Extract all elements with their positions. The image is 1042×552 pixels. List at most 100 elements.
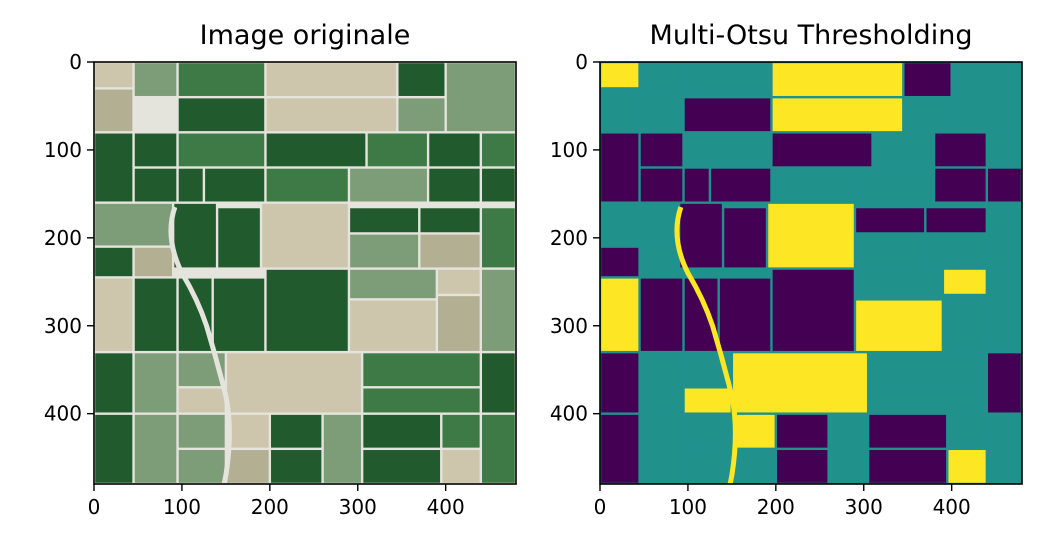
field-patch [178,168,203,202]
field-patch [95,203,172,246]
y-tick-label: 200 [44,226,82,250]
field-patch [640,247,678,277]
panel-title: Image originale [200,20,411,51]
panel-title: Multi-Otsu Thresholding [650,20,973,51]
field-patch [772,269,854,351]
field-patch [856,208,925,233]
field-patch [640,414,683,483]
field-patch [952,63,1021,132]
field-patch [95,353,133,413]
field-patch [178,388,225,413]
field-patch [684,63,771,96]
field-patch [363,450,441,483]
field-patch [266,269,348,351]
field-patch [724,208,766,268]
field-patch [429,133,480,167]
field-patch [772,168,854,202]
field-patch [134,278,177,351]
field-patch [601,247,639,277]
field-patch [873,133,933,167]
field-patch [733,353,867,413]
field-patch [856,234,925,268]
field-patch [95,414,133,483]
field-patch [266,98,397,132]
axes-frame [599,61,1023,485]
field-patch [134,247,172,277]
x-tick-label: 200 [251,495,289,519]
field-patch [926,208,986,233]
field-patch [640,133,683,167]
field-patch [266,168,348,202]
image-area [600,62,1022,484]
field-patch [420,208,480,233]
field-patch [350,234,419,268]
field-patch [869,450,947,483]
field-patch [442,450,480,483]
field-patch [134,168,177,202]
field-patch [446,63,515,132]
field-patch [438,269,480,294]
axes-frame [93,61,517,485]
field-patch [178,133,265,167]
field-patch [134,353,177,413]
field-patch [350,208,419,233]
field-patch [227,450,269,483]
field-patch [768,203,854,268]
y-tick-label: 400 [44,402,82,426]
field-patch [944,269,986,294]
x-tick-label: 300 [339,495,377,519]
field-patch [948,414,986,448]
field-patch [134,414,177,483]
y-tick-label: 400 [550,402,588,426]
field-patch [398,63,445,96]
field-patch [948,450,986,483]
y-tick-label: 200 [550,226,588,250]
field-patch [271,450,322,483]
y-tick-label: 300 [44,314,82,338]
field-patch [178,63,265,96]
field-patch [363,388,480,413]
field-patch [719,278,771,351]
field-patch [482,168,515,202]
field-patch [684,278,718,351]
field-patch [442,414,480,448]
field-patch [904,63,951,96]
x-tick-label: 400 [427,495,465,519]
field-patch [684,414,731,448]
y-tick-label: 100 [44,138,82,162]
field-patch [482,208,515,268]
road [674,206,738,484]
field-patch [772,133,872,167]
field-patch [95,133,133,202]
field-patch [640,63,683,96]
field-patch [438,296,480,351]
y-tick-label: 0 [575,50,588,74]
field-patch [266,63,397,96]
field-patch [205,168,265,202]
field-patch [134,63,177,96]
panel-original: 0 100 200 300 400 0 100 200 300 400 Image original… [44,20,517,519]
field-patch [684,388,731,413]
field-patch [95,278,133,351]
field-patch [829,414,867,483]
field-patch [350,300,436,351]
x-tick-label: 100 [669,495,707,519]
field-patch [227,353,361,413]
field-patch [856,168,933,202]
field-patch [601,203,678,246]
field-patch [601,133,639,202]
field-patch [640,353,683,413]
field-patch [218,208,260,268]
field-patch [482,353,515,413]
field-patch [174,203,216,268]
field-patch [262,203,348,268]
field-patch [777,450,828,483]
x-tick-label: 100 [163,495,201,519]
field-patch [601,414,639,483]
field-patch [684,168,709,202]
field-patch [95,63,133,88]
y-tick-label: 300 [550,314,588,338]
panel-multi-otsu: 0 100 200 300 400 0 100 200 300 400 Multi-Otsu Thr… [550,20,1023,519]
field-patch [363,414,441,448]
